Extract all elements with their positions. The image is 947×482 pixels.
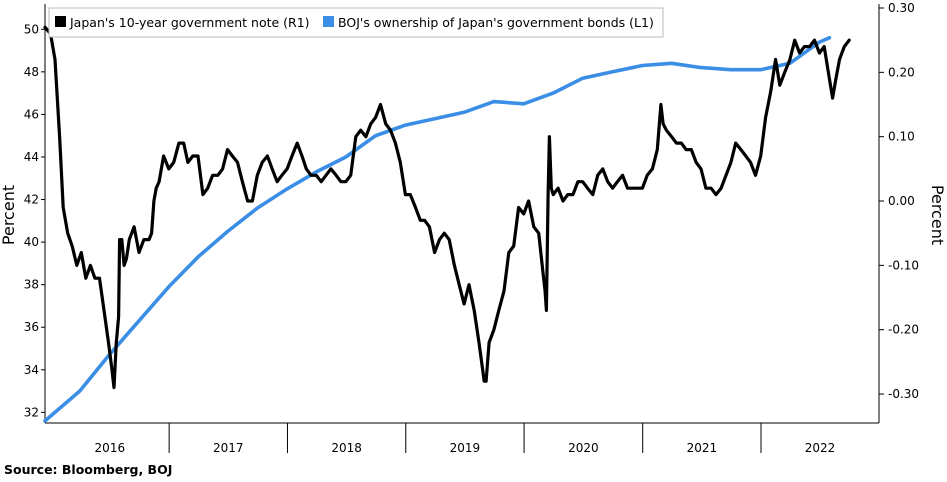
x-tick-label: 2021 — [687, 441, 718, 455]
source-note: Source: Bloomberg, BOJ — [4, 462, 172, 477]
x-tick-label: 2019 — [450, 441, 481, 455]
left-tick-label: 32 — [24, 405, 39, 419]
y-axis-title-right: Percent — [928, 185, 947, 245]
left-tick-label: 46 — [24, 107, 39, 121]
x-axis: 2016 2017 2018 2019 2020 2021 2022 — [45, 422, 879, 455]
legend-label-jgb-10y: Japan's 10-year government note (R1) — [69, 15, 310, 30]
left-tick-label: 42 — [24, 193, 39, 207]
right-axis: 0.30 0.20 0.10 0.00 -0.10 -0.20 -0.30 — [878, 1, 919, 423]
left-tick-label: 48 — [24, 65, 39, 79]
legend: Japan's 10-year government note (R1) BOJ… — [48, 7, 664, 38]
x-tick-label: 2020 — [568, 441, 599, 455]
left-tick-label: 36 — [24, 320, 39, 334]
right-tick-label: -0.10 — [888, 258, 919, 272]
right-tick-label: 0.00 — [888, 194, 915, 208]
left-tick-label: 40 — [24, 235, 39, 249]
series-line-jgb-10y — [43, 25, 851, 390]
legend-swatch-jgb-10y — [55, 16, 66, 27]
legend-swatch-boj-ownership — [323, 16, 334, 27]
x-tick-label: 2022 — [805, 441, 836, 455]
legend-box — [48, 7, 664, 38]
x-tick-label: 2017 — [213, 441, 244, 455]
left-tick-label: 50 — [24, 22, 39, 36]
x-tick-label: 2018 — [331, 441, 362, 455]
plot-area — [43, 25, 851, 423]
right-tick-label: -0.30 — [888, 387, 919, 401]
right-tick-label: -0.20 — [888, 323, 919, 337]
left-tick-label: 44 — [24, 150, 39, 164]
right-tick-label: 0.20 — [888, 65, 915, 79]
legend-label-boj-ownership: BOJ's ownership of Japan's government bo… — [338, 15, 654, 30]
left-axis: 32 34 36 38 40 42 44 46 48 50 — [24, 4, 46, 423]
y-axis-title-left: Percent — [0, 185, 18, 245]
right-tick-label: 0.10 — [888, 130, 915, 144]
left-tick-label: 38 — [24, 278, 39, 292]
series-line-boj-ownership — [43, 36, 832, 423]
right-tick-label: 0.30 — [888, 1, 915, 15]
x-tick-label: 2016 — [95, 441, 126, 455]
left-tick-label: 34 — [24, 363, 39, 377]
